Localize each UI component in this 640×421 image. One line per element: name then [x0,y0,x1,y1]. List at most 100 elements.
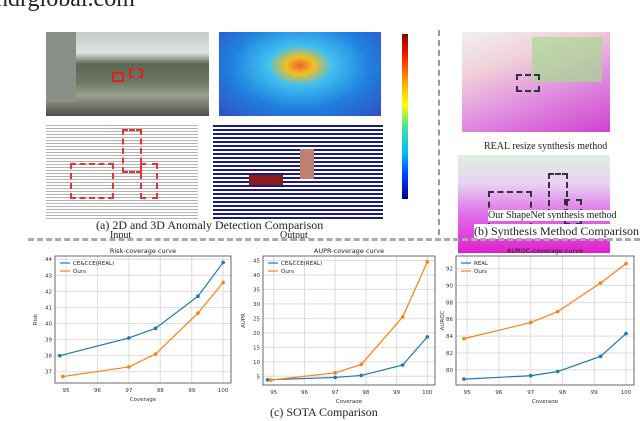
y-tick-label: 82 [446,351,453,357]
data-point [333,371,337,375]
x-tick-label: 99 [591,390,598,396]
x-tick-label: 96 [301,390,308,396]
x-tick-label: 97 [332,390,339,396]
data-point [425,259,430,264]
data-point [57,353,62,358]
chart-title: Risk-coverage curve [110,247,176,255]
data-point [153,326,158,331]
anomaly-heatmap-image [219,32,381,116]
legend-label: Ours [73,269,86,275]
legend-label: REAL [474,261,489,267]
data-point [268,378,273,382]
divider-horizontal [28,238,640,241]
x-axis-label: Coverage [532,399,559,403]
plot-frame [455,255,635,386]
data-point [153,352,158,356]
data-point [400,315,405,319]
y-tick-label: 88 [446,300,453,306]
x-tick-label: 95 [270,390,277,396]
y-tick-label: 41 [45,305,52,311]
data-point [359,373,364,378]
y-tick-label: 10 [253,360,260,366]
data-point [528,373,533,378]
y-tick-label: 20 [253,331,260,337]
chart-title: AUPR-coverage curve [314,247,384,255]
data-point [425,335,430,339]
y-tick-label: 42 [45,289,52,295]
data-point [61,374,65,379]
x-tick-label: 96 [495,390,502,396]
legend-label: CE&CCE(REAL) [281,261,322,267]
data-point [221,280,225,285]
x-tick-label: 99 [188,388,195,394]
x-tick-label: 99 [393,390,400,396]
aupr-coverage-chart: 95 96 97 98 99 100 5 10 15 20 25 30 35 40 45 AUPR-cover… [241,247,436,403]
data-point [400,363,405,367]
data-point [127,365,131,369]
x-tick-label: 100 [218,388,229,394]
y-tick-label: 37 [45,370,52,376]
chart-title: AUROC-coverage curve [507,247,583,255]
data-point [598,354,603,359]
divider-vertical [438,30,440,235]
legend-label: Ours [474,269,487,275]
data-point [196,311,200,315]
data-point [555,309,560,314]
y-tick-label: 40 [45,322,52,328]
x-tick-label: 95 [464,390,471,396]
series-line-ours [463,263,627,340]
data-point [359,362,364,367]
data-point [333,375,337,380]
y-tick-label: 86 [446,317,453,323]
data-point [528,320,533,325]
y-tick-label: 35 [253,287,260,293]
y-tick-label: 80 [446,368,453,374]
y-axis-label: Risk [33,313,39,325]
y-tick-label: 38 [45,354,52,360]
output-label: Output [280,230,308,241]
y-axis-label: AUPR [241,313,247,328]
x-tick-label: 98 [362,390,369,396]
y-tick-label: 45 [253,258,260,264]
data-point [555,369,560,374]
series-line-baseline [267,336,428,381]
series-line-ours [270,261,428,381]
series-line-baseline [59,262,224,357]
caption-a: (a) 2D and 3D Anomaly Detection Comparis… [96,218,324,232]
input-point-cloud [46,125,198,221]
x-tick-label: 100 [422,390,433,396]
caption-c: (c) SOTA Comparison [270,405,378,419]
shapenet-label: Our ShapeNet synthesis method [488,210,617,221]
y-tick-label: 39 [45,338,52,344]
camera-input-image [46,32,209,116]
data-point [127,336,131,340]
y-tick-label: 92 [446,267,453,273]
x-tick-label: 98 [157,388,164,394]
output-point-cloud [213,125,383,221]
data-point [462,377,466,381]
x-tick-label: 97 [527,390,534,396]
caption-b: (b) Synthesis Method Comparison [474,224,639,239]
plot-frame [54,255,232,384]
x-tick-label: 100 [621,390,632,396]
real-resize-point-cloud [462,32,610,132]
data-point [265,377,270,382]
legend-label: CE&CCE(REAL) [73,261,114,267]
data-point [462,336,466,341]
data-point [196,294,200,298]
y-tick-label: 25 [253,316,260,322]
y-tick-label: 90 [446,284,453,290]
x-axis-label: Coverage [336,399,363,403]
y-tick-label: 5 [257,374,261,380]
y-tick-label: 15 [253,345,260,351]
legend-label: Ours [281,269,294,275]
y-tick-label: 44 [45,257,52,263]
data-point [624,331,628,336]
y-tick-label: 40 [253,273,260,279]
y-tick-label: 30 [253,302,260,308]
real-resize-label: REAL resize synthesis method [484,141,608,152]
x-tick-label: 97 [125,388,132,394]
x-tick-label: 98 [559,390,566,396]
x-tick-label: 95 [63,388,70,394]
risk-coverage-chart: 95 96 97 98 99 100 37 38 39 40 41 42 43 44 Risk-covera… [33,247,232,403]
